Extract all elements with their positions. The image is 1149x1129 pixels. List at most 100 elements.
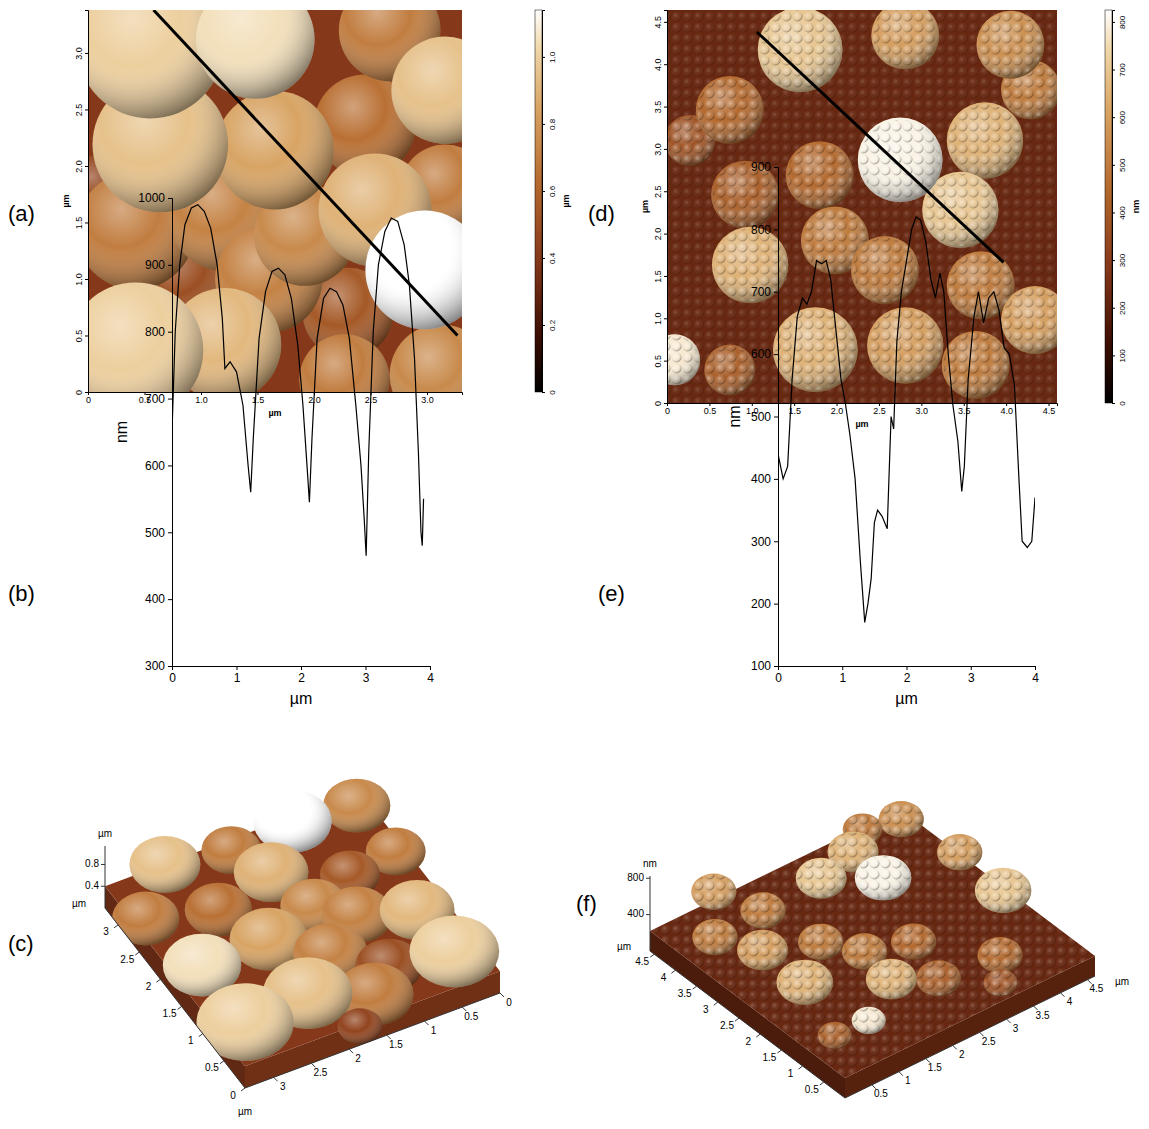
tick-label: 700 <box>751 285 771 299</box>
tick-label: 1.5 <box>762 1052 776 1063</box>
tick-mark <box>168 399 172 400</box>
tick: 0 <box>653 401 667 406</box>
tick-label: 4.5 <box>635 956 649 967</box>
tick-label: 3 <box>1013 1023 1019 1034</box>
particle-texture <box>797 859 845 898</box>
tick: 500 <box>145 526 172 540</box>
particle-shading <box>691 874 736 910</box>
axis-line <box>845 976 1095 1098</box>
particle <box>937 834 982 870</box>
particle <box>891 923 936 959</box>
particle-texture <box>976 869 1030 912</box>
particle <box>975 868 1032 913</box>
tick-mark <box>664 403 667 404</box>
tick: 1000 <box>138 191 172 205</box>
particle-shading <box>798 924 843 960</box>
tick-label: 2.0 <box>74 160 84 173</box>
particle <box>740 892 785 928</box>
tick: 900 <box>145 258 172 272</box>
tick-mark <box>1112 22 1115 23</box>
axis-title: µm <box>640 200 650 213</box>
tick-mark <box>953 1045 957 1049</box>
particle-texture <box>667 336 699 384</box>
particle-shading <box>692 919 737 955</box>
tick: 500 <box>1112 158 1127 172</box>
tick-label: 3.5 <box>958 406 971 416</box>
tick-label: 3 <box>280 1081 286 1092</box>
particle-shading <box>712 227 788 303</box>
profile-line <box>778 217 1035 622</box>
tick-mark <box>774 479 778 480</box>
tick-label: 1 <box>234 671 241 685</box>
tick-mark <box>237 666 238 670</box>
particle <box>323 779 390 833</box>
tick-mark <box>646 878 650 879</box>
particle-texture <box>853 1007 885 1033</box>
tick-mark <box>1112 212 1115 213</box>
tick-label: 3 <box>968 671 975 685</box>
particle <box>1001 286 1057 354</box>
axis: 00.20.40.60.81.0 <box>542 11 557 395</box>
tick-label: 1.0 <box>195 395 208 405</box>
axis: 0100200300400500600700800 <box>1112 11 1127 406</box>
tick-mark <box>799 1066 803 1069</box>
axis: 01234 <box>775 666 1039 685</box>
tick-label: 2 <box>745 1036 751 1047</box>
surface-base <box>650 809 1095 1078</box>
tick-label: 500 <box>1118 158 1127 172</box>
tick: 0 <box>169 666 176 685</box>
tick: 0 <box>665 403 670 416</box>
axis-title: nm <box>643 858 657 869</box>
surface-texture <box>667 10 1057 403</box>
particle-texture <box>738 931 786 970</box>
particle-shading <box>215 91 334 210</box>
colorbar <box>1105 10 1112 403</box>
axis-title: µm <box>895 690 918 707</box>
panel: 012343004005006007008009001000µmnm(b) <box>8 191 434 707</box>
tick-label: 3 <box>363 671 370 685</box>
particle-texture <box>869 309 941 381</box>
axis-title: µm <box>855 419 868 429</box>
tick: 700 <box>1112 63 1127 77</box>
panel: 00.51.01.52.02.53.000.51.01.52.02.53.0µm… <box>8 0 571 426</box>
particle-texture <box>775 309 856 390</box>
panel-label: (b) <box>8 581 35 606</box>
axis-line <box>779 667 1036 671</box>
particle-shading <box>365 211 462 330</box>
panel: 00.51.01.52.02.53.03.54.04.500.51.01.52.… <box>588 1 1141 429</box>
tick-label: 2 <box>355 1053 361 1064</box>
tick-label: 800 <box>627 872 644 883</box>
tick-label: 4.5 <box>653 16 663 29</box>
tick-label: 3.5 <box>678 988 692 999</box>
tick: 400 <box>1112 206 1127 220</box>
tick: 2.5 <box>873 403 886 416</box>
axis: 00.51.01.52.02.53.0 <box>86 392 463 405</box>
axis: 00.51.01.52.02.53.0 <box>74 11 89 396</box>
tick-label: 0 <box>230 1090 236 1101</box>
tick-label: 2.5 <box>720 1020 734 1031</box>
tick: 1.5 <box>252 392 265 405</box>
tick: 0 <box>1112 401 1127 406</box>
tick-label: 0.8 <box>548 118 557 130</box>
tick: 700 <box>751 285 778 299</box>
particle <box>667 334 700 385</box>
plot-area <box>88 10 462 392</box>
axis-line <box>650 876 651 951</box>
tick-label: 1.0 <box>653 313 663 326</box>
tick: 2 <box>298 666 305 685</box>
tick-mark <box>101 864 105 865</box>
tick-mark <box>1112 117 1115 118</box>
tick-label: 3.0 <box>421 395 434 405</box>
particle <box>390 324 462 392</box>
particle-shading <box>916 960 961 996</box>
tick: 1.0 <box>653 313 667 326</box>
particle-texture <box>856 856 910 899</box>
tick-label: 0.5 <box>805 1084 819 1095</box>
tick-label: 3.0 <box>916 406 929 416</box>
tick-mark <box>349 1049 353 1053</box>
particle <box>818 1022 852 1049</box>
particle-shading <box>338 1008 383 1044</box>
particle-texture <box>698 78 762 142</box>
particle-texture <box>892 924 935 958</box>
particle <box>197 983 294 1061</box>
